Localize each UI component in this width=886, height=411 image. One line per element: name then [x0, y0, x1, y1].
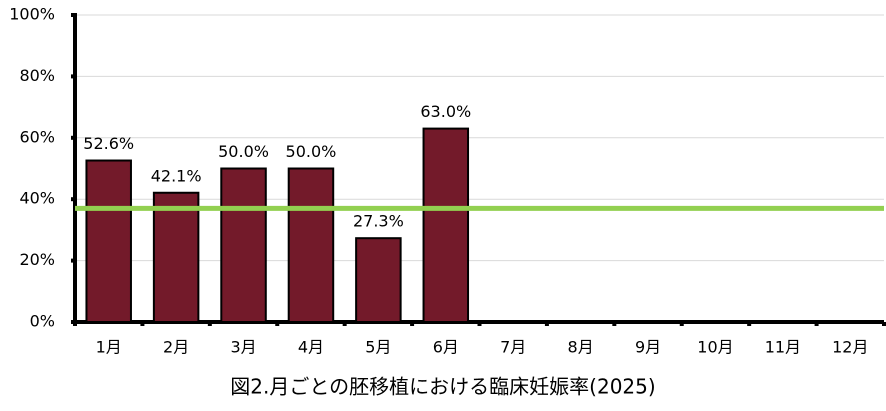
x-tick-label: 2月	[163, 338, 189, 357]
x-tick-label: 12月	[832, 338, 868, 357]
y-tick-label: 100%	[9, 5, 55, 24]
y-tick-label: 60%	[19, 127, 55, 146]
x-tick-label: 9月	[635, 338, 661, 357]
data-label: 63.0%	[420, 102, 471, 121]
x-tick-label: 7月	[500, 338, 526, 357]
x-tick-label: 6月	[433, 338, 459, 357]
bar	[287, 167, 335, 323]
bar	[220, 167, 267, 323]
x-tick-label: 3月	[230, 338, 256, 357]
x-tick-label: 8月	[568, 338, 594, 357]
bar	[85, 159, 132, 323]
y-tick-label: 20%	[19, 250, 55, 269]
data-label: 50.0%	[286, 142, 337, 161]
y-tick-label: 80%	[19, 66, 55, 85]
data-label: 27.3%	[353, 212, 404, 231]
data-label: 52.6%	[83, 134, 134, 153]
y-tick-label: 40%	[19, 189, 55, 208]
y-tick-label: 0%	[30, 312, 55, 331]
data-label: 42.1%	[151, 166, 202, 185]
bar	[422, 127, 470, 323]
x-tick-label: 4月	[298, 338, 324, 357]
data-label: 50.0%	[218, 142, 269, 161]
x-tick-label: 5月	[365, 338, 391, 357]
bar	[152, 191, 200, 323]
x-tick-label: 1月	[96, 338, 122, 357]
x-tick-label: 11月	[765, 338, 801, 357]
bar	[355, 237, 402, 323]
x-tick-label: 10月	[697, 338, 733, 357]
chart-title: 図2.月ごとの胚移植における臨床妊娠率(2025)	[230, 375, 655, 399]
